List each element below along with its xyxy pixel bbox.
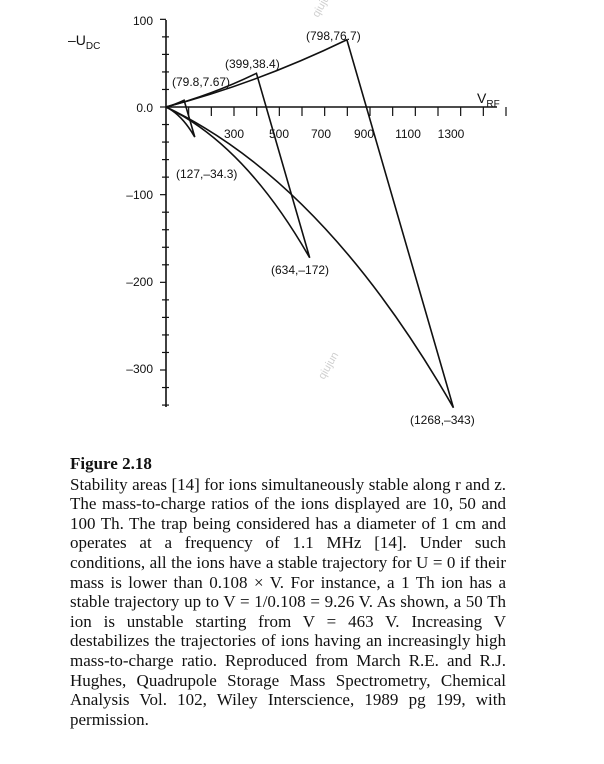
point-label: (798,76.7): [306, 29, 361, 43]
x-axis-title-subscript: RF: [486, 99, 499, 110]
watermark: qiujun: [310, 0, 335, 20]
watermark: qiujun: [316, 350, 341, 381]
x-axis-title-main: V: [477, 90, 487, 106]
tick-layer: [160, 18, 507, 406]
point-label: (127,–34.3): [176, 167, 237, 181]
x-tick-label: 700: [311, 127, 331, 141]
y-axis-title-subscript: DC: [86, 41, 100, 52]
point-label: (1268,–343): [410, 413, 475, 427]
y-axis-title-prefix: –U: [68, 32, 86, 48]
x-tick-label: 900: [354, 127, 374, 141]
stability-region-curve: [165, 38, 455, 409]
series-layer: [165, 38, 455, 409]
figure-label: Figure 2.18: [70, 454, 152, 473]
x-tick-label: 500: [269, 127, 289, 141]
y-tick-label: –100: [126, 188, 153, 202]
y-axis-title: –UDC: [68, 32, 100, 52]
x-tick-label: 1100: [395, 127, 421, 141]
x-axis-title: VRF: [477, 90, 500, 110]
y-tick-label: –300: [126, 362, 153, 376]
x-tick-label: 300: [224, 127, 244, 141]
point-label: (634,–172): [271, 263, 329, 277]
point-label: (399,38.4): [225, 57, 280, 71]
figure-caption-text: Stability areas [14] for ions simultaneo…: [70, 474, 506, 729]
figure-caption: Figure 2.18 Stability areas [14] for ion…: [70, 454, 506, 729]
y-tick-label: 100: [133, 14, 153, 28]
y-tick-label: –200: [126, 275, 153, 289]
point-label: (79.8,7.67): [172, 75, 230, 89]
stability-diagram-chart: –UDC VRF 100 0.0 –100 –200 –300 300 500 …: [68, 0, 507, 427]
x-tick-label: 1300: [438, 127, 465, 141]
y-tick-label: 0.0: [136, 101, 153, 115]
